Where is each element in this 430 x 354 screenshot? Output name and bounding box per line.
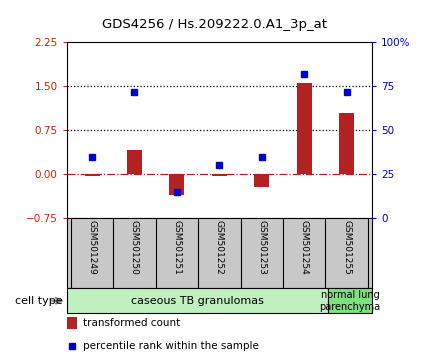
Text: percentile rank within the sample: percentile rank within the sample [83, 341, 259, 352]
Text: GSM501250: GSM501250 [130, 220, 139, 275]
Bar [212, 174, 227, 176]
FancyBboxPatch shape [329, 289, 372, 313]
Text: GSM501249: GSM501249 [88, 220, 97, 275]
Text: transformed count: transformed count [83, 318, 181, 329]
Text: GSM501254: GSM501254 [300, 220, 309, 275]
Text: cell type: cell type [15, 296, 62, 306]
Bar [339, 113, 354, 174]
Text: GSM501251: GSM501251 [172, 220, 181, 275]
FancyBboxPatch shape [67, 289, 329, 313]
Text: GSM501253: GSM501253 [257, 220, 266, 275]
Bar [85, 174, 99, 176]
Text: normal lung
parenchyma: normal lung parenchyma [319, 290, 381, 312]
Bar [67, 318, 77, 329]
Text: GSM501255: GSM501255 [342, 220, 351, 275]
Bar [127, 150, 142, 174]
Bar [254, 174, 269, 187]
Text: caseous TB granulomas: caseous TB granulomas [131, 296, 264, 306]
Bar [297, 84, 311, 174]
Text: GDS4256 / Hs.209222.0.A1_3p_at: GDS4256 / Hs.209222.0.A1_3p_at [102, 18, 328, 31]
Bar [169, 174, 184, 195]
Text: GSM501252: GSM501252 [215, 220, 224, 275]
